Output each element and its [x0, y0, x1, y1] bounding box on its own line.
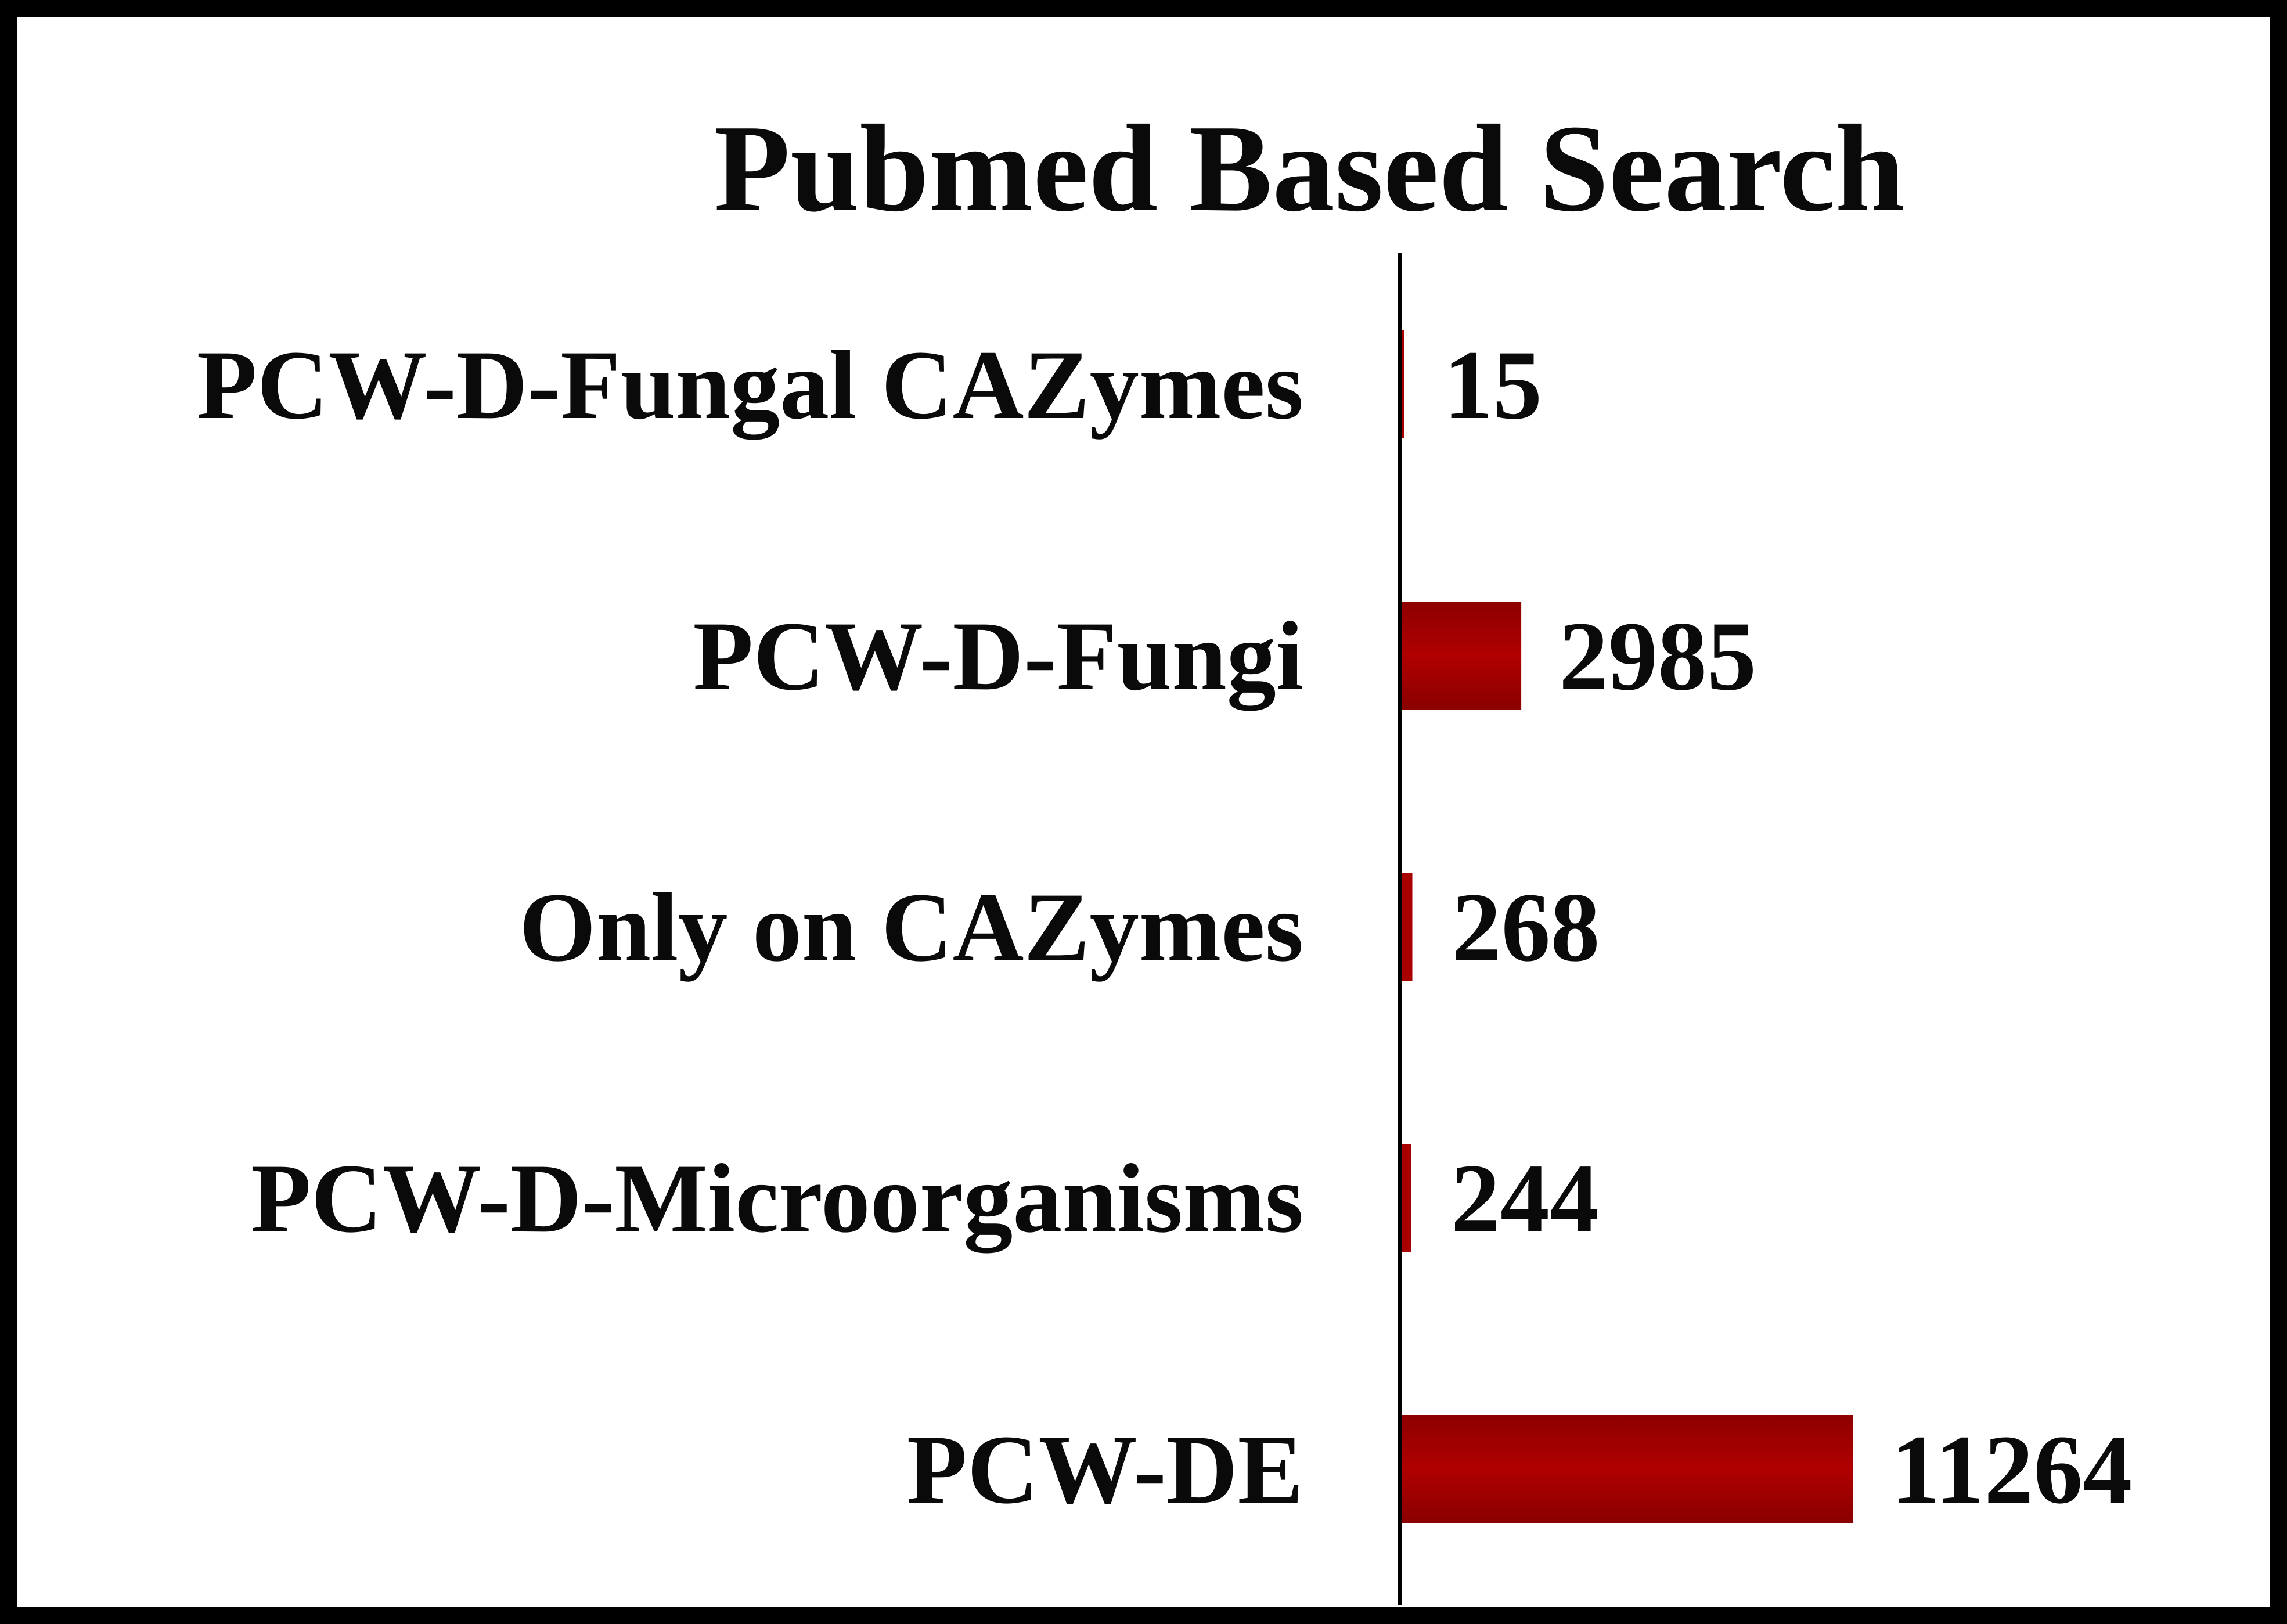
bar — [1402, 873, 1413, 981]
bar — [1402, 1415, 1853, 1523]
bar — [1402, 602, 1522, 710]
value-labels: 15 2985 268 244 11264 — [1443, 330, 2132, 1524]
category-label: PCW-D-Fungi — [693, 602, 1303, 711]
bar — [1402, 330, 1404, 438]
category-labels: PCW-D-Fungal CAZymes PCW-D-Fungi Only on C… — [197, 330, 1303, 1524]
bars — [1402, 330, 1853, 1523]
data-label: 268 — [1452, 873, 1600, 982]
data-label: 2985 — [1559, 602, 1756, 711]
data-label: 11264 — [1891, 1415, 2133, 1524]
bar — [1402, 1144, 1411, 1252]
category-label: PCW-DE — [907, 1415, 1303, 1524]
category-label: PCW-D-Microorganisms — [251, 1144, 1303, 1253]
data-label: 244 — [1451, 1144, 1599, 1253]
category-label: Only on CAZymes — [519, 873, 1303, 982]
category-label: PCW-D-Fungal CAZymes — [197, 330, 1303, 440]
data-label: 15 — [1443, 330, 1542, 440]
chart-title: Pubmed Based Search — [714, 99, 1905, 237]
